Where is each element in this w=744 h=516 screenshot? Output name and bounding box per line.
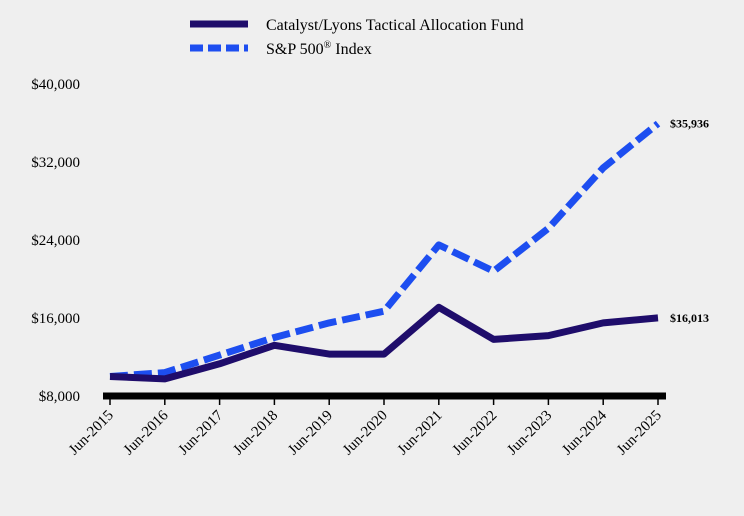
- x-tick-label: Jun-2022: [450, 408, 501, 459]
- x-tick-label: Jun-2021: [395, 408, 446, 459]
- x-tick-label: Jun-2025: [614, 408, 665, 459]
- x-tick-label: Jun-2024: [559, 407, 610, 458]
- legend-label-index: S&P 500® Index: [266, 40, 372, 58]
- series-line-index: [109, 120, 661, 380]
- y-tick-label: $24,000: [31, 233, 80, 249]
- y-tick-label: $40,000: [31, 77, 80, 93]
- y-tick-label: $32,000: [31, 155, 80, 171]
- end-label-index: $35,936: [670, 117, 709, 131]
- legend-label-fund: Catalyst/Lyons Tactical Allocation Fund: [266, 17, 524, 34]
- end-label-fund: $16,013: [670, 311, 709, 325]
- y-tick-label: $16,000: [31, 311, 80, 327]
- x-tick-label: Jun-2023: [504, 408, 555, 459]
- x-tick-label: Jun-2018: [230, 408, 281, 459]
- y-tick-label: $8,000: [39, 389, 80, 405]
- series-line-fund: [109, 303, 659, 383]
- legend: Catalyst/Lyons Tactical Allocation Fund …: [190, 17, 524, 58]
- end-labels: $35,936 $16,013: [670, 117, 709, 325]
- x-tick-label: Jun-2015: [66, 408, 117, 459]
- x-tick-label: Jun-2020: [340, 408, 391, 459]
- axes: $8,000 $16,000 $24,000 $32,000 $40,000 Jun-20…: [31, 77, 666, 458]
- x-tick-label: Jun-2016: [121, 407, 172, 458]
- x-tick-label: Jun-2019: [285, 408, 336, 459]
- series-lines: [109, 120, 661, 383]
- x-tick-label: Jun-2017: [176, 407, 227, 458]
